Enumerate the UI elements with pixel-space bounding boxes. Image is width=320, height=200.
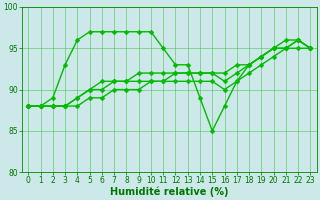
X-axis label: Humidité relative (%): Humidité relative (%)	[110, 186, 228, 197]
